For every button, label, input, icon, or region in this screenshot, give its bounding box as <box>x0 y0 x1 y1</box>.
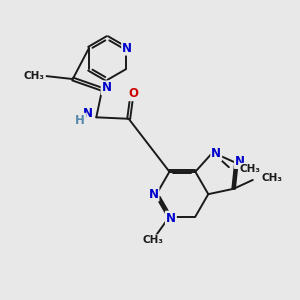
Text: N: N <box>211 147 221 161</box>
Text: N: N <box>102 81 112 94</box>
Text: N: N <box>122 42 132 55</box>
Text: CH₃: CH₃ <box>239 164 260 174</box>
Text: CH₃: CH₃ <box>143 235 164 245</box>
Text: N: N <box>235 155 245 168</box>
Text: O: O <box>128 87 138 100</box>
Text: CH₃: CH₃ <box>262 173 283 184</box>
Text: N: N <box>83 107 93 120</box>
Text: CH₃: CH₃ <box>24 71 45 81</box>
Text: N: N <box>166 212 176 225</box>
Text: H: H <box>75 114 85 127</box>
Text: N: N <box>148 188 158 201</box>
